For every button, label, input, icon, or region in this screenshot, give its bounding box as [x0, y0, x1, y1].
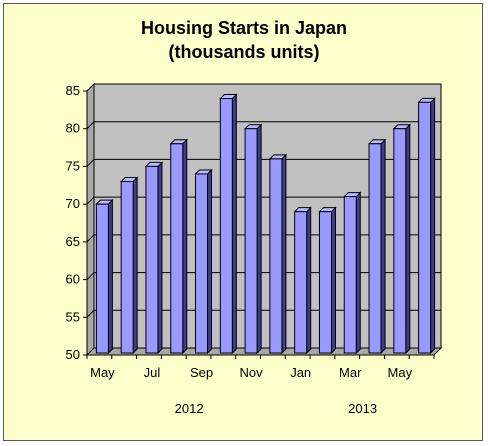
bar-side: [132, 176, 138, 355]
x-tick-label: Jul: [144, 365, 161, 380]
x-tick-label: Nov: [240, 365, 264, 380]
gridline-side: [86, 272, 95, 280]
bar-side: [107, 198, 113, 355]
x-tick-label: Mar: [339, 365, 362, 380]
plot-floor: [85, 347, 443, 356]
bar-side: [207, 168, 213, 355]
x-tick-label: Jan: [290, 365, 311, 380]
bar-side: [355, 191, 361, 355]
gridline-side: [86, 234, 95, 243]
gridline-side: [86, 83, 95, 92]
bar-chart: 50 55 60 65 70 75 80 85 May Jul Sep Nov Jan Mar May 201…: [66, 82, 443, 416]
y-tick-label: 65: [66, 234, 80, 249]
bar-side: [281, 153, 287, 355]
bar-side: [182, 138, 188, 355]
bar-side: [256, 123, 262, 355]
bar-side: [330, 206, 336, 355]
bar: [343, 196, 357, 354]
bar: [393, 128, 407, 354]
gridline-side: [86, 309, 95, 318]
y-tick-label: 75: [66, 158, 80, 173]
bar: [219, 98, 233, 354]
x-tick-label: May: [388, 365, 413, 380]
bar: [95, 203, 109, 354]
gridline-side: [86, 159, 95, 167]
bar: [195, 173, 209, 354]
y-tick-label: 55: [66, 309, 80, 324]
y-tick-label: 50: [66, 347, 80, 362]
bar-side: [306, 206, 312, 355]
y-tick-label: 60: [66, 272, 80, 287]
bar: [170, 143, 184, 354]
bar: [269, 158, 283, 354]
chart-subtitle: (thousands units): [168, 42, 320, 62]
y-tick-label: 85: [66, 83, 80, 98]
bar: [318, 211, 332, 354]
y-tick-label: 80: [66, 121, 80, 136]
bar: [120, 181, 134, 354]
gridline-side: [86, 196, 95, 205]
bar-side: [405, 123, 411, 355]
bar-side: [430, 97, 436, 355]
x-tick-label: Sep: [190, 365, 213, 380]
gridline-side: [86, 121, 95, 130]
x-tick-label: May: [90, 365, 115, 380]
bar: [145, 165, 159, 354]
bar: [294, 211, 308, 354]
bar-side: [157, 161, 163, 355]
x-group-label: 2013: [348, 401, 377, 416]
y-tick-label: 70: [66, 196, 80, 211]
chart-title: Housing Starts in Japan: [140, 18, 348, 38]
bar: [244, 128, 258, 354]
bar-side: [231, 93, 237, 355]
bar-side: [380, 138, 386, 355]
bar: [418, 101, 432, 354]
bar: [368, 143, 382, 354]
chart-area: Housing Starts in Japan (thousands units…: [3, 3, 483, 441]
x-group-label: 2012: [175, 401, 204, 416]
